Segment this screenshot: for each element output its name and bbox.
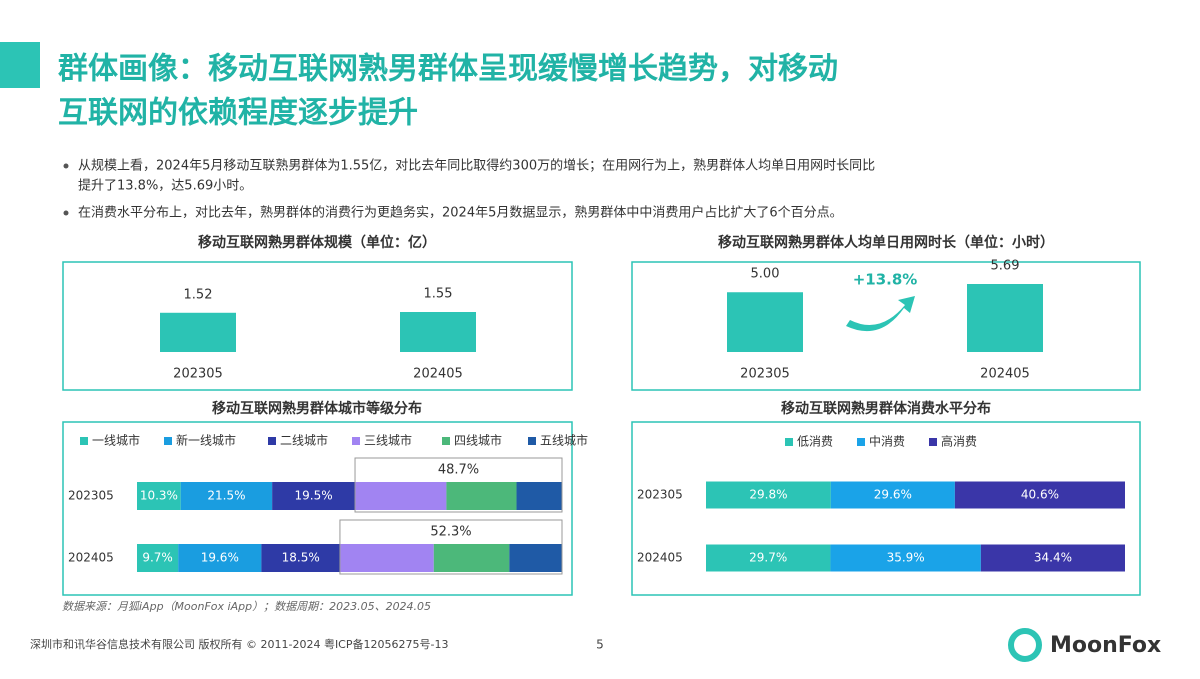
bar	[160, 312, 236, 352]
chart-title: 移动互联网熟男群体城市等级分布	[212, 400, 422, 417]
title-accent	[0, 42, 40, 88]
bullet: 在消费水平分布上，对比去年，熟男群体的消费行为更趋务实，2024年5月数据显示，…	[78, 205, 843, 221]
y-tick-label: 202405	[68, 551, 114, 565]
value-label: 21.5%	[207, 489, 245, 503]
value-label: 18.5%	[282, 551, 320, 565]
value-label: 19.5%	[295, 489, 333, 503]
legend-swatch	[164, 437, 172, 445]
group-label: 52.3%	[430, 525, 471, 540]
value-label: 1.52	[184, 287, 213, 302]
x-tick-label: 202305	[740, 367, 790, 382]
bar-segment	[830, 544, 981, 572]
bar-segment	[446, 482, 517, 510]
legend-label: 新一线城市	[176, 433, 236, 448]
group-label: 48.7%	[438, 463, 479, 478]
y-tick-label: 202305	[68, 489, 114, 503]
legend-swatch	[929, 438, 937, 446]
legend-label: 二线城市	[280, 433, 328, 448]
legend-swatch	[442, 437, 450, 445]
bar-segment	[180, 482, 273, 510]
bar-segment	[433, 544, 510, 572]
value-label: 29.7%	[749, 551, 787, 565]
value-label: 5.00	[751, 267, 780, 282]
value-label: 40.6%	[1021, 488, 1059, 502]
title: 互联网的依赖程度逐步提升	[58, 96, 418, 131]
legend-swatch	[352, 437, 360, 445]
legend-label: 三线城市	[364, 433, 412, 448]
source: 数据来源：月狐iApp（MoonFox iApp）；数据周期：2023.05、2…	[62, 600, 431, 613]
legend-swatch	[268, 437, 276, 445]
page-number: 5	[596, 638, 604, 652]
x-tick-label: 202405	[980, 367, 1030, 382]
bar-segment	[830, 481, 955, 509]
legend-swatch	[528, 437, 536, 445]
bar-segment	[272, 482, 356, 510]
value-label: 5.69	[991, 259, 1020, 274]
bar-segment	[137, 482, 181, 510]
bar-segment	[261, 544, 340, 572]
legend-label: 一线城市	[92, 433, 140, 448]
legend-label: 低消费	[797, 435, 833, 449]
value-label: 1.55	[424, 287, 453, 302]
bar-segment	[706, 544, 831, 572]
x-tick-label: 202405	[413, 367, 463, 382]
panel	[631, 421, 1141, 596]
bar-segment	[355, 482, 447, 510]
title: 群体画像：移动互联网熟男群体呈现缓慢增长趋势，对移动	[58, 52, 838, 87]
legend-swatch	[785, 438, 793, 446]
bullet: 从规模上看，2024年5月移动互联熟男群体为1.55亿，对比去年同比取得约300…	[78, 158, 875, 174]
legend-label: 五线城市	[540, 433, 588, 448]
bullet-dot	[63, 210, 69, 216]
growth-arrow	[846, 296, 915, 332]
panel	[631, 261, 1141, 391]
value-label: 29.8%	[749, 488, 787, 502]
panel	[62, 261, 573, 391]
chart-title: 移动互联网熟男群体规模（单位：亿）	[198, 234, 436, 251]
bar-segment	[509, 544, 562, 572]
panel	[62, 421, 573, 596]
legend-label: 高消费	[941, 434, 977, 449]
legend-swatch	[857, 438, 865, 446]
bar-segment	[516, 482, 562, 510]
bar	[400, 312, 476, 352]
logo-icon	[1008, 628, 1042, 662]
value-label: 9.7%	[142, 551, 173, 565]
legend-label: 四线城市	[454, 433, 502, 448]
chart-title: 移动互联网熟男群体人均单日用网时长（单位：小时）	[718, 234, 1054, 251]
y-tick-label: 202305	[637, 488, 683, 502]
group-bracket	[339, 519, 563, 575]
legend-label: 中消费	[869, 434, 905, 449]
bar-segment	[706, 481, 831, 509]
value-label: 29.6%	[874, 488, 912, 502]
bar-segment	[339, 544, 434, 572]
bar	[727, 292, 803, 352]
value-label: 19.6%	[201, 551, 239, 565]
bar-segment	[137, 544, 179, 572]
bar	[967, 284, 1043, 352]
bar-segment	[980, 544, 1125, 572]
footer: 深圳市和讯华谷信息技术有限公司 版权所有 © 2011-2024 粤ICP备12…	[30, 637, 448, 651]
value-label: 34.4%	[1034, 551, 1072, 565]
annotation: +13.8%	[853, 271, 918, 289]
bullet: 提升了13.8%，达5.69小时。	[78, 178, 252, 194]
bullet-dot	[63, 163, 69, 169]
chart-title: 移动互联网熟男群体消费水平分布	[781, 400, 991, 417]
y-tick-label: 202405	[637, 551, 683, 565]
value-label: 35.9%	[887, 551, 925, 565]
x-tick-label: 202305	[173, 367, 223, 382]
logo: MoonFox	[1050, 633, 1161, 658]
value-label: 10.3%	[140, 489, 178, 503]
legend-swatch	[80, 437, 88, 445]
bar-segment	[178, 544, 262, 572]
group-bracket	[354, 457, 563, 513]
bar-segment	[954, 481, 1125, 509]
